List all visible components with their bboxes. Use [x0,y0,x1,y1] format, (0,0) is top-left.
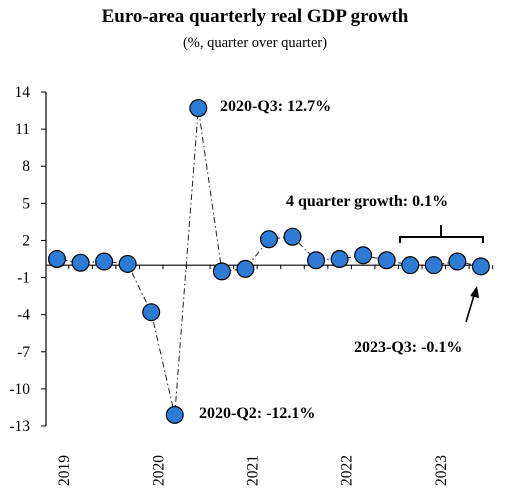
data-point-2023-q3 [471,257,490,276]
four-quarter-bracket [399,225,484,243]
y-tick-label: 11 [15,121,30,138]
data-point-2022-q3 [377,251,396,270]
annotation-2023-q3: 2023-Q3: -0.1% [354,339,462,356]
data-points [47,99,490,424]
y-tick-label: 8 [22,158,30,175]
chart-title: Euro-area quarterly real GDP growth [101,6,409,27]
y-tick-label: 5 [22,195,30,212]
x-tick-label: 2023 [433,455,450,486]
y-tick-label: -10 [9,381,30,398]
x-tick-label: 2020 [150,455,167,486]
data-point-2020-q3 [189,99,208,118]
data-point-2021-q1 [236,259,255,278]
data-point-2019-q2 [71,253,90,272]
data-point-2023-q2 [448,252,467,271]
data-point-2022-q4 [401,256,420,275]
annotation-arrow-shaft [465,291,476,323]
axes: 14 11 8 5 2 -1 -4 -7 -10 -13 2019 2020 2021 2022 2023 [9,84,494,486]
annotation-2020-q2: 2020-Q2: -12.1% [199,405,315,422]
y-tick-label: -7 [17,344,30,361]
y-tick-label: -1 [17,270,30,287]
data-point-2021-q2 [259,230,278,249]
data-point-2019-q3 [95,252,114,271]
annotation-2020-q3: 2020-Q3: 12.7% [220,98,331,115]
annotation-arrow-head [470,286,479,298]
data-point-2022-q2 [354,246,373,265]
data-point-2023-q1 [424,256,443,275]
data-point-2021-q4 [307,251,326,270]
x-tick-label: 2022 [339,455,356,486]
data-point-2020-q2 [165,405,184,424]
x-tick-label: 2021 [244,455,261,486]
x-tick-label: 2019 [56,455,73,486]
data-point-2022-q1 [330,250,349,269]
y-tick-label: -4 [17,307,30,324]
data-point-2019-q4 [118,254,137,273]
data-point-2020-q4 [212,262,231,281]
annotations: 2020-Q3: 12.7% 2020-Q2: -12.1% 4 quarter… [199,98,484,422]
data-point-2020-q1 [142,303,161,322]
y-tick-label: 2 [22,232,30,249]
data-point-2021-q3 [283,227,302,246]
y-tick-label: -13 [9,418,30,435]
chart-subtitle: (%, quarter over quarter) [182,35,328,51]
y-tick-label: 14 [15,84,31,101]
annotation-four-quarter-growth: 4 quarter growth: 0.1% [286,193,448,210]
data-point-2019-q1 [47,250,66,269]
